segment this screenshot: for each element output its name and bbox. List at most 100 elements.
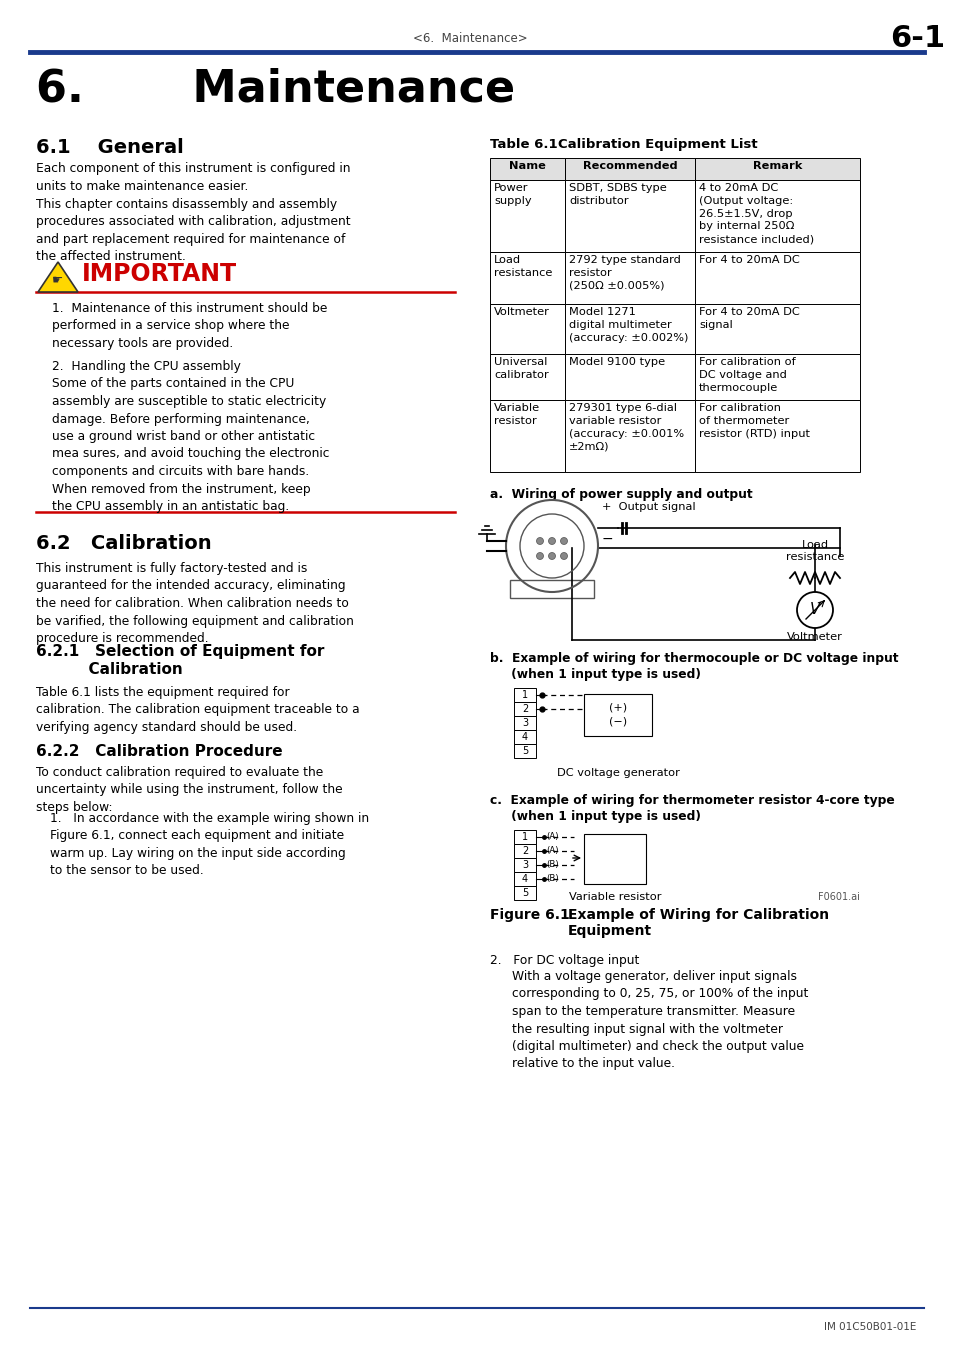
Text: IMPORTANT: IMPORTANT [82, 262, 237, 286]
Text: Universal
calibrator: Universal calibrator [494, 356, 548, 379]
Text: Voltmeter: Voltmeter [786, 632, 842, 643]
Text: b.  Example of wiring for thermocouple or DC voltage input: b. Example of wiring for thermocouple or… [490, 652, 898, 666]
Text: (when 1 input type is used): (when 1 input type is used) [490, 810, 700, 824]
Text: For 4 to 20mA DC
signal: For 4 to 20mA DC signal [699, 306, 799, 329]
Circle shape [548, 552, 555, 559]
Text: Variable resistor: Variable resistor [568, 892, 660, 902]
Text: V: V [809, 602, 820, 617]
Text: c.  Example of wiring for thermometer resistor 4-core type: c. Example of wiring for thermometer res… [490, 794, 894, 807]
Text: Table 6.1 lists the equipment required for
calibration. The calibration equipmen: Table 6.1 lists the equipment required f… [36, 686, 359, 734]
Bar [583, 834, 645, 884]
Circle shape [796, 593, 832, 628]
Text: 6.1    General: 6.1 General [36, 138, 184, 157]
Text: a.  Wiring of power supply and output: a. Wiring of power supply and output [490, 487, 752, 501]
Text: 2792 type standard
resistor
(250Ω ±0.005%): 2792 type standard resistor (250Ω ±0.005… [568, 255, 680, 290]
Text: (A): (A) [545, 845, 558, 855]
Text: DC voltage generator: DC voltage generator [556, 768, 679, 778]
Bar [490, 158, 564, 180]
Bar [695, 158, 859, 180]
Text: 4 to 20mA DC
(Output voltage:
26.5±1.5V, drop
by internal 250Ω
resistance includ: 4 to 20mA DC (Output voltage: 26.5±1.5V,… [699, 184, 813, 244]
Bar [514, 830, 536, 844]
Circle shape [560, 552, 567, 559]
Text: 1.   In accordance with the example wiring shown in
Figure 6.1, connect each equ: 1. In accordance with the example wiring… [50, 811, 369, 878]
Bar [514, 730, 536, 744]
Text: 3: 3 [521, 860, 528, 869]
Bar [514, 688, 536, 702]
Text: Model 9100 type: Model 9100 type [568, 356, 664, 367]
Text: (B): (B) [545, 860, 558, 868]
Text: 2.   For DC voltage input: 2. For DC voltage input [490, 954, 639, 967]
Text: With a voltage generator, deliver input signals
corresponding to 0, 25, 75, or 1: With a voltage generator, deliver input … [512, 971, 807, 1071]
Text: 6.2.1   Selection of Equipment for: 6.2.1 Selection of Equipment for [36, 644, 324, 659]
Text: 2.  Handling the CPU assembly
Some of the parts contained in the CPU
assembly ar: 2. Handling the CPU assembly Some of the… [52, 360, 329, 513]
Text: For calibration
of thermometer
resistor (RTD) input: For calibration of thermometer resistor … [699, 404, 809, 439]
Text: SDBT, SDBS type
distributor: SDBT, SDBS type distributor [568, 184, 666, 205]
Bar [564, 158, 695, 180]
Text: F0601.ai: F0601.ai [818, 892, 859, 902]
Bar [510, 580, 594, 598]
Bar [695, 180, 859, 252]
Bar [564, 252, 695, 304]
Bar [564, 354, 695, 400]
Text: ☛: ☛ [52, 274, 64, 286]
Text: −: − [601, 532, 613, 545]
Text: IM 01C50B01-01E: IM 01C50B01-01E [822, 1322, 915, 1332]
Text: 6.       Maintenance: 6. Maintenance [36, 68, 515, 111]
Bar [564, 400, 695, 472]
Bar [514, 744, 536, 757]
Bar [490, 400, 564, 472]
Bar [490, 252, 564, 304]
Bar [695, 252, 859, 304]
Polygon shape [38, 262, 78, 292]
Circle shape [536, 537, 543, 544]
Text: (A): (A) [545, 832, 558, 841]
Text: Voltmeter: Voltmeter [494, 306, 549, 317]
Text: For 4 to 20mA DC: For 4 to 20mA DC [699, 255, 799, 265]
Text: 5: 5 [521, 888, 528, 898]
Text: To conduct calibration required to evaluate the
uncertainty while using the inst: To conduct calibration required to evalu… [36, 765, 342, 814]
Text: (−): (−) [608, 717, 626, 728]
Text: (when 1 input type is used): (when 1 input type is used) [490, 668, 700, 680]
Circle shape [548, 537, 555, 544]
Text: For calibration of
DC voltage and
thermocouple: For calibration of DC voltage and thermo… [699, 356, 795, 393]
Text: 2: 2 [521, 846, 528, 856]
Text: This instrument is fully factory-tested and is
guaranteed for the intended accur: This instrument is fully factory-tested … [36, 562, 354, 645]
Bar [695, 304, 859, 354]
Text: Example of Wiring for Calibration: Example of Wiring for Calibration [567, 909, 828, 922]
Text: Model 1271
digital multimeter
(accuracy: ±0.002%): Model 1271 digital multimeter (accuracy:… [568, 306, 688, 343]
Text: Load
resistance: Load resistance [494, 255, 552, 278]
Text: This chapter contains disassembly and assembly
procedures associated with calibr: This chapter contains disassembly and as… [36, 198, 351, 263]
Bar [514, 886, 536, 900]
Bar [514, 702, 536, 716]
Circle shape [560, 537, 567, 544]
Text: Name: Name [509, 161, 545, 171]
Text: 2: 2 [521, 703, 528, 714]
Text: +  Output signal: + Output signal [601, 502, 695, 512]
Circle shape [536, 552, 543, 559]
Bar [514, 844, 536, 859]
Text: Figure 6.1: Figure 6.1 [490, 909, 569, 922]
Text: Load
resistance: Load resistance [785, 540, 843, 563]
Text: Calibration: Calibration [36, 662, 183, 676]
Bar [490, 354, 564, 400]
Text: 6.2   Calibration: 6.2 Calibration [36, 535, 212, 554]
Bar [583, 694, 651, 736]
Bar [564, 304, 695, 354]
Text: Power
supply: Power supply [494, 184, 531, 205]
Text: 4: 4 [521, 873, 528, 884]
Bar [514, 716, 536, 730]
Text: 1.  Maintenance of this instrument should be
performed in a service shop where t: 1. Maintenance of this instrument should… [52, 302, 327, 350]
Text: 279301 type 6-dial
variable resistor
(accuracy: ±0.001%
±2mΩ): 279301 type 6-dial variable resistor (ac… [568, 404, 683, 451]
Text: (+): (+) [608, 703, 626, 713]
Text: 6.2.2   Calibration Procedure: 6.2.2 Calibration Procedure [36, 744, 282, 759]
Text: Each component of this instrument is configured in
units to make maintenance eas: Each component of this instrument is con… [36, 162, 350, 193]
Text: Calibration Equipment List: Calibration Equipment List [558, 138, 757, 151]
Text: (B): (B) [545, 873, 558, 883]
Text: Variable
resistor: Variable resistor [494, 404, 539, 425]
Bar [490, 180, 564, 252]
Text: Equipment: Equipment [567, 923, 652, 938]
Bar [695, 354, 859, 400]
Text: 4: 4 [521, 732, 528, 742]
Text: 1: 1 [521, 690, 528, 701]
Bar [564, 180, 695, 252]
